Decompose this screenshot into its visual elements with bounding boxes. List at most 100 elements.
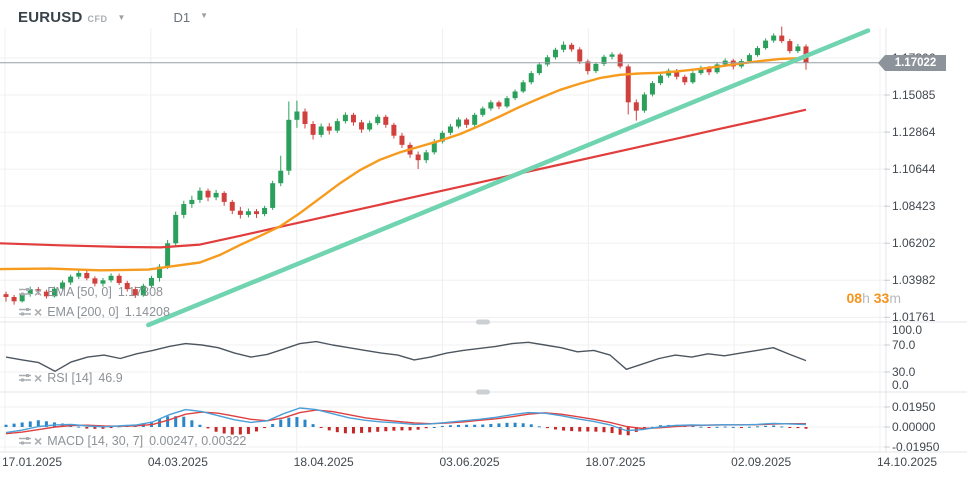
candle-body (245, 211, 251, 215)
macd-histogram-bar (715, 426, 719, 428)
candle-body (763, 40, 769, 49)
candle-body (270, 183, 276, 208)
settings-icon[interactable] (18, 306, 31, 318)
close-icon[interactable]: × (34, 433, 43, 449)
candle-body (439, 132, 445, 142)
candle-body (100, 280, 106, 284)
macd-histogram-bar (553, 427, 557, 430)
instrument-selector[interactable]: EURUSD CFD ▼ (18, 9, 125, 26)
instrument-symbol: EURUSD (18, 8, 83, 26)
price-axis-label: 1.01761 (892, 310, 936, 325)
ema-fast-value: 1.17308 (117, 285, 163, 299)
chevron-down-icon: ▼ (117, 12, 126, 22)
candle-body (464, 119, 470, 125)
candle-body (536, 64, 542, 74)
rsi-axis-label: 100.0 (892, 323, 923, 337)
candle-body (27, 289, 33, 295)
macd-histogram-bar (457, 424, 461, 427)
candle-body (294, 111, 300, 120)
settings-icon[interactable] (18, 372, 31, 384)
macd-histogram-bar (295, 417, 299, 427)
macd-histogram-bar (287, 417, 291, 427)
candle-body (132, 289, 138, 296)
macd-histogram-bar (723, 426, 727, 428)
panel-resize-handle[interactable] (476, 389, 490, 395)
candle-body (11, 296, 17, 302)
candle-body (658, 75, 664, 84)
candle-body (431, 141, 437, 153)
ema-fast-label: EMA [50, 0] (47, 285, 112, 299)
candle-body (698, 67, 704, 74)
candle-body (213, 192, 219, 198)
candle-body (496, 102, 502, 107)
macd-histogram-bar (327, 427, 331, 431)
date-axis-label: 18.04.2025 (293, 455, 354, 469)
rsi-legend: × RSI [14] 46.9 (18, 371, 123, 385)
candle-body (310, 123, 316, 135)
candle-body (197, 190, 203, 200)
timeframe-selector[interactable]: D1 ▼ (173, 10, 208, 25)
rsi-line (5, 340, 807, 372)
date-axis-label: 04.03.2025 (147, 455, 208, 469)
macd-histogram-bar (343, 427, 347, 434)
macd-histogram-bar (780, 426, 784, 428)
price-axis-label: 1.06202 (892, 236, 936, 251)
price-axis-label: 1.10644 (892, 162, 936, 177)
price-axis-label: 1.03982 (892, 273, 936, 288)
macd-histogram-bar (505, 422, 509, 427)
macd-histogram-bar (222, 427, 226, 434)
candle-body (512, 91, 518, 99)
candle-body (423, 152, 429, 161)
candle-body (577, 49, 583, 62)
macd-histogram-bar (271, 423, 275, 427)
candle-body (173, 214, 179, 244)
macd-label: MACD [14, 30, 7] (47, 434, 144, 448)
macd-histogram-bar (747, 426, 751, 428)
candle-body (746, 55, 752, 62)
candle-body (779, 35, 785, 42)
macd-histogram-bar (319, 427, 323, 428)
close-icon[interactable]: × (34, 284, 43, 300)
macd-histogram-bar (586, 427, 590, 432)
candle-body (76, 272, 82, 277)
close-icon[interactable]: × (34, 304, 43, 320)
macd-histogram-bar (691, 425, 695, 427)
candle-body (674, 70, 680, 77)
date-axis-label: 02.09.2025 (731, 455, 792, 469)
macd-histogram-bar (659, 425, 663, 427)
candle-body (229, 201, 235, 211)
trendline-drawing[interactable] (146, 28, 871, 328)
macd-histogram-bar (36, 420, 40, 427)
macd-histogram-bar (101, 427, 105, 429)
settings-icon[interactable] (18, 286, 31, 298)
candle-body (92, 278, 98, 284)
close-icon[interactable]: × (34, 370, 43, 386)
macd-histogram-bar (190, 420, 194, 427)
macd-histogram-bar (529, 424, 533, 427)
macd-legend: × MACD [14, 30, 7] 0.00247, 0.00322 (18, 434, 246, 448)
candle-body (585, 61, 591, 72)
panel-resize-handle[interactable] (476, 319, 490, 325)
candle-body (254, 211, 260, 215)
macd-histogram-bar (360, 427, 364, 433)
candle-body (447, 126, 453, 133)
candle-body (633, 102, 639, 111)
candle-body (116, 275, 122, 283)
candle-body (237, 210, 243, 215)
candle-body (350, 114, 356, 123)
settings-icon[interactable] (18, 435, 31, 447)
macd-histogram-bar (618, 427, 622, 435)
candle-body (68, 276, 74, 283)
macd-histogram-bar (166, 416, 170, 427)
macd-histogram-bar (497, 423, 501, 427)
price-axis-label: 1.12864 (892, 125, 936, 140)
macd-histogram-bar (537, 426, 541, 428)
macd-histogram-bar (764, 425, 768, 427)
candle-body (552, 49, 558, 58)
countdown-hours: 08 (846, 290, 863, 306)
candle-body (625, 66, 631, 103)
macd-histogram-bar (214, 427, 218, 432)
timeframe-label: D1 (173, 9, 191, 25)
